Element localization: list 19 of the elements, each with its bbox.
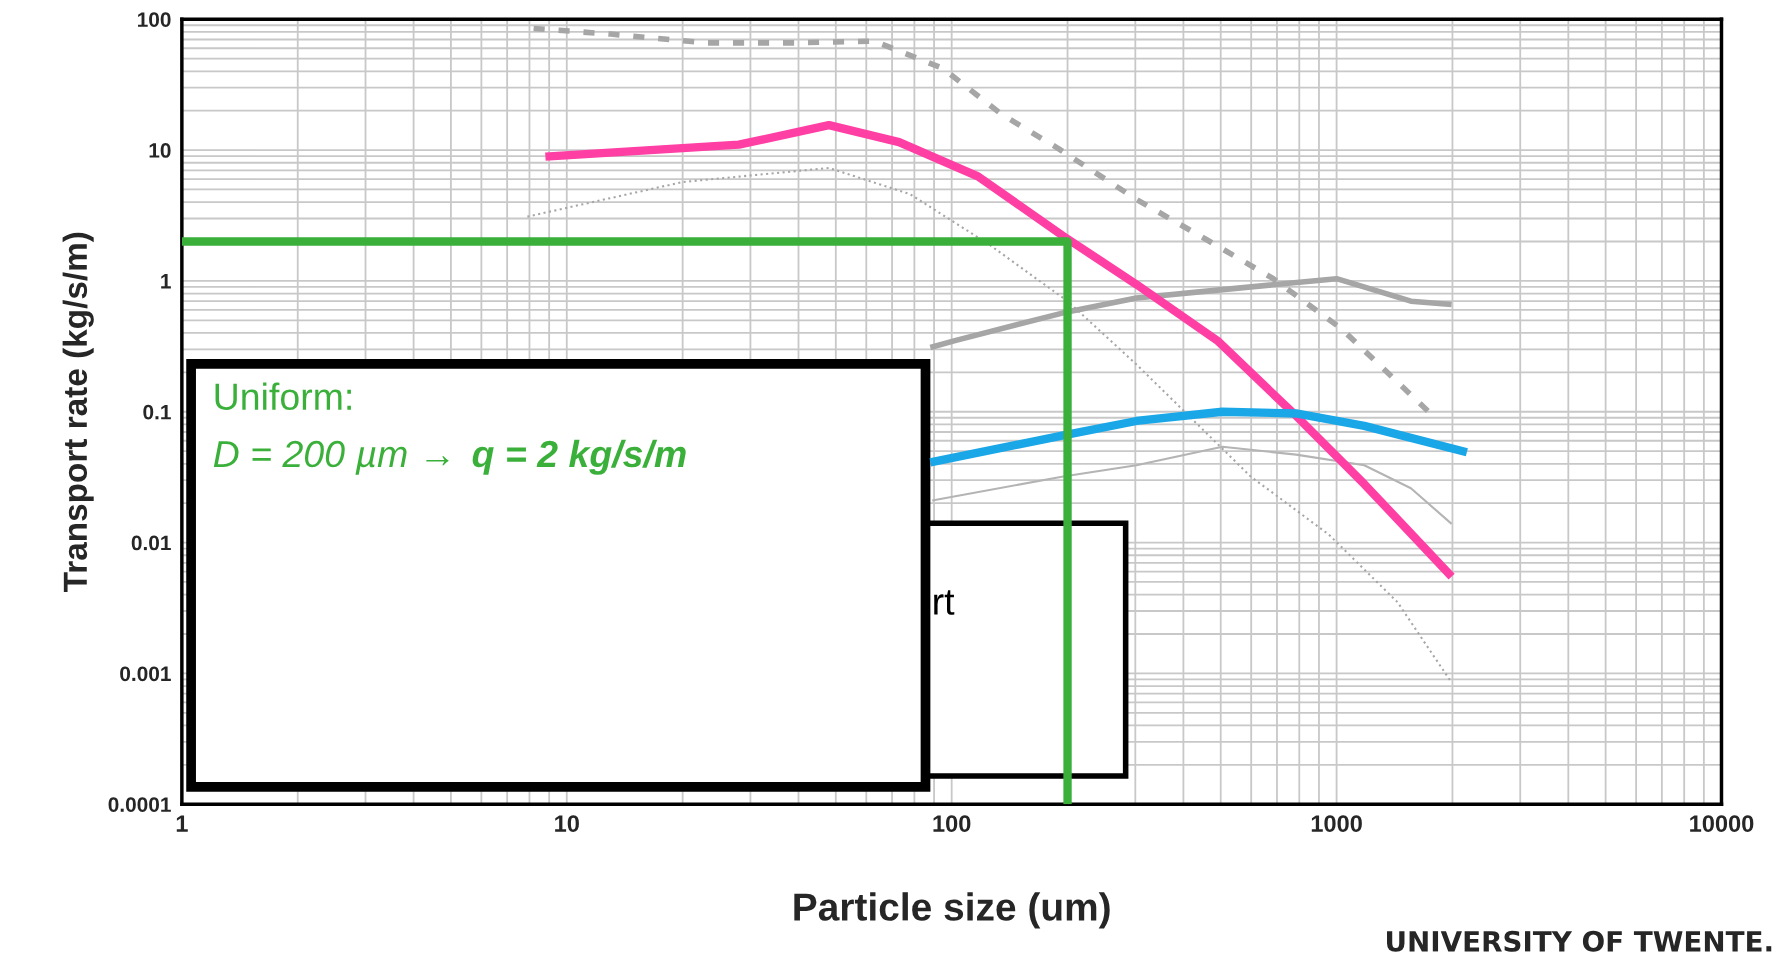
y-tick-label: 0.1 bbox=[143, 404, 171, 420]
x-tick-label: 10000 bbox=[1690, 815, 1754, 832]
y-tick-label: 1 bbox=[161, 274, 171, 289]
annotation: Uniform: bbox=[215, 382, 351, 411]
x-axis-title: Particle size (um) bbox=[794, 892, 1110, 929]
y-tick-label: 0.001 bbox=[120, 666, 171, 682]
x-tick-label: 1000 bbox=[1311, 815, 1362, 832]
x-tick-label: 100 bbox=[933, 815, 971, 832]
text: UNIVERSITY OF TWENTE. bbox=[1387, 930, 1772, 952]
y-tick-label: 0.01 bbox=[131, 535, 171, 551]
x-tick-label: 1 bbox=[176, 815, 188, 832]
y-tick-label: 100 bbox=[138, 12, 171, 27]
y-axis-title: Transport rate (kg/s/m) bbox=[62, 232, 94, 592]
y-tick-label: 10 bbox=[149, 143, 171, 158]
annotation: rt bbox=[934, 590, 955, 615]
annotation: q = 2 kg/s/m bbox=[472, 439, 686, 475]
x-tick-label: 10 bbox=[555, 815, 579, 832]
y-tick-label: 0.0001 bbox=[108, 797, 171, 812]
annotation: D = 200 µm → bbox=[213, 440, 449, 475]
